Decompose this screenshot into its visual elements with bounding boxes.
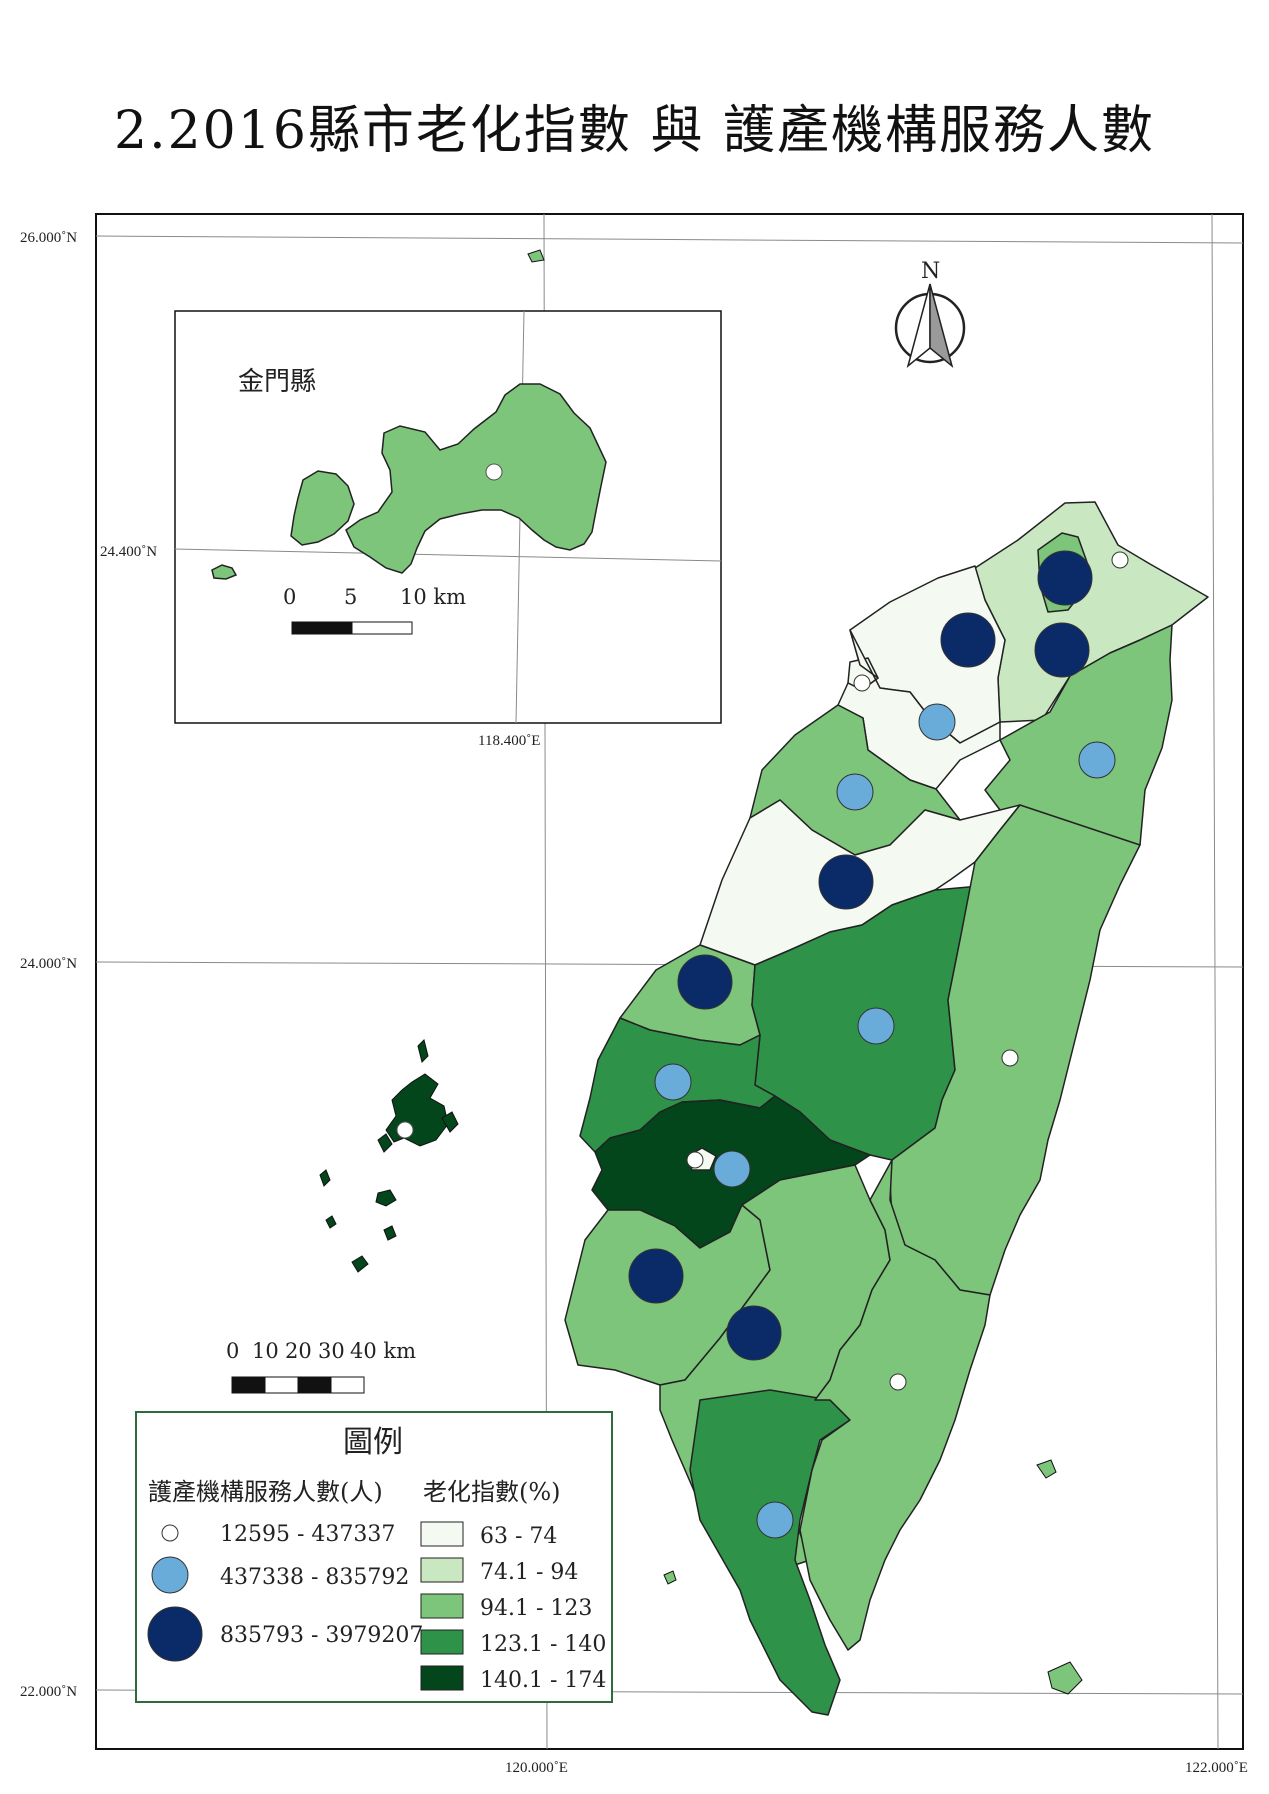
legend-service-heading: 護產機構服務人數(人) <box>148 1478 383 1506</box>
penghu-service-symbol <box>396 1121 414 1139</box>
service-symbol-nantou <box>857 1007 895 1045</box>
inset-title: 金門縣 <box>238 367 316 397</box>
service-symbol-changhua <box>677 954 733 1010</box>
north-arrow-label: N <box>921 259 940 284</box>
legend-aging-swatch-4 <box>420 1629 464 1655</box>
scale-label-10: 10 <box>252 1339 279 1363</box>
inset-scale-bar: 0 5 10 km <box>283 585 466 635</box>
legend-service-symbol-large <box>147 1606 203 1662</box>
service-symbol-taichung <box>818 854 874 910</box>
matsu-islet-shape <box>527 249 545 263</box>
service-symbol-taitung <box>889 1373 907 1391</box>
region-yilan <box>984 624 1173 846</box>
scale-seg-2 <box>264 1376 299 1394</box>
scale-label-30: 30 <box>318 1339 345 1363</box>
scale-label-0: 0 <box>226 1339 239 1363</box>
scale-seg-4 <box>330 1376 365 1394</box>
service-symbol-hsinchu-city <box>853 674 871 692</box>
service-symbol-yilan <box>1078 741 1116 779</box>
service-symbol-kaohsiung <box>726 1305 782 1361</box>
legend-service-label-3: 835793 - 3979207 <box>220 1623 423 1648</box>
service-symbol-pingtung <box>756 1501 794 1539</box>
lon-label-120: 120.000˚E <box>505 1760 568 1776</box>
map-title: 2.2016縣市老化指數 與 護產機構服務人數 <box>113 101 1155 161</box>
legend-aging-swatch-3 <box>420 1593 464 1619</box>
inset-scale-seg-1 <box>291 621 353 635</box>
service-symbol-hualien <box>1001 1049 1019 1067</box>
legend-aging-label-3: 94.1 - 123 <box>480 1596 592 1621</box>
inset-scale-label-5: 5 <box>344 585 357 609</box>
legend-aging-label-4: 123.1 - 140 <box>480 1632 606 1657</box>
outlying-islets <box>527 249 1083 1695</box>
legend-box <box>135 1411 613 1703</box>
lieyu-shape <box>290 470 355 546</box>
north-arrow-right-icon <box>929 283 954 369</box>
gridline-lon-122 <box>1211 213 1219 1750</box>
region-taitung <box>799 1159 991 1651</box>
green-island-shape <box>1036 1459 1057 1479</box>
inset-map: 24.400˚N 118.400˚E 金門縣 0 5 10 km <box>100 310 722 749</box>
scale-label-20: 20 <box>285 1339 312 1363</box>
service-symbol-keelung <box>1111 551 1129 569</box>
gridline-lat-26 <box>95 235 1244 244</box>
scale-seg-1 <box>231 1376 266 1394</box>
service-symbol-chiayi-county <box>713 1150 751 1188</box>
service-symbol-tainan <box>628 1248 684 1304</box>
legend-service-symbol-medium <box>151 1556 189 1594</box>
taiwan-main-island <box>564 501 1209 1716</box>
legend-aging-label-5: 140.1 - 174 <box>480 1668 606 1693</box>
lat-label-22: 22.000˚N <box>20 1684 77 1700</box>
lat-label-24: 24.000˚N <box>20 956 77 972</box>
lon-label-122: 122.000˚E <box>1185 1760 1248 1776</box>
service-symbol-yunlin <box>654 1063 692 1101</box>
legend-aging-heading: 老化指數(%) <box>423 1478 561 1506</box>
penghu-county-shape <box>319 1039 459 1273</box>
service-symbol-taipei <box>1037 550 1093 606</box>
legend-service-label-1: 12595 - 437337 <box>220 1522 395 1547</box>
legend-service-symbol-small <box>161 1524 179 1542</box>
legend-title: 圖例 <box>343 1425 403 1460</box>
legend: 圖例 護產機構服務人數(人) 老化指數(%) 12595 - 437337 43… <box>135 1411 613 1703</box>
north-arrow: N <box>894 259 966 369</box>
kinmen-county-shape <box>345 383 607 574</box>
inset-lat-label: 24.400˚N <box>100 544 157 560</box>
inset-scale-label-0: 0 <box>283 585 296 609</box>
orchid-island-shape <box>1047 1661 1083 1695</box>
kinmen-islet-shape <box>211 564 238 580</box>
inset-lon-label: 118.400˚E <box>478 733 540 749</box>
service-symbol-miaoli <box>836 773 874 811</box>
inset-gridline-lat <box>174 548 722 562</box>
legend-aging-swatch-5 <box>420 1665 464 1691</box>
map-frame <box>95 213 1244 1750</box>
service-symbol-hsinchu-county <box>918 703 956 741</box>
legend-aging-swatch-2 <box>420 1557 464 1583</box>
legend-aging-label-1: 63 - 74 <box>480 1524 557 1549</box>
legend-aging-label-2: 74.1 - 94 <box>480 1560 578 1585</box>
service-symbol-new-taipei <box>1034 622 1090 678</box>
inset-service-symbol <box>485 463 503 481</box>
scale-label-40: 40 km <box>350 1339 416 1363</box>
legend-service-label-2: 437338 - 835792 <box>220 1565 409 1590</box>
service-symbol-chiayi-city <box>686 1151 704 1169</box>
main-scale-bar: 0 10 20 30 40 km <box>226 1339 416 1394</box>
legend-aging-swatch-1 <box>420 1521 464 1547</box>
inset-scale-seg-2 <box>351 621 413 635</box>
scale-seg-3 <box>297 1376 332 1394</box>
lat-label-26: 26.000˚N <box>20 230 77 246</box>
service-symbol-taoyuan <box>940 612 996 668</box>
liuqiu-islet-shape <box>663 1570 677 1585</box>
inset-scale-label-10: 10 km <box>400 585 466 609</box>
service-symbols <box>628 550 1129 1539</box>
